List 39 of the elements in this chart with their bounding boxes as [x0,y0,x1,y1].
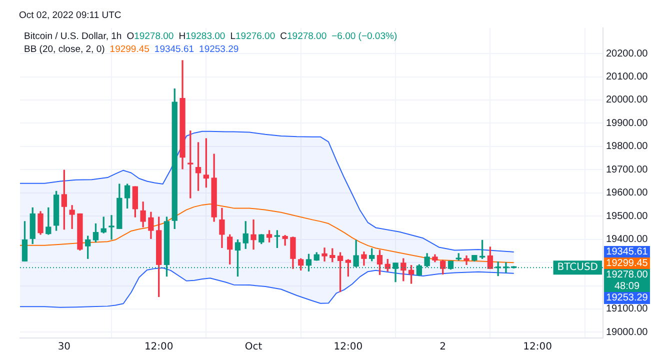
annotation: C19278.00 [280,31,327,42]
text: Oct 02, 2022 09:11 UTC [19,10,122,21]
y-tick-label: 19600.00 [606,188,648,199]
chart-title: Bitcoin / U.S. Dollar, 1h [24,31,122,42]
annotation: 19253.29 [199,44,239,55]
text: 19345.61 [606,246,648,258]
annotation: H19283.00 [178,31,226,42]
y-tick-label: 19000.00 [606,326,648,338]
annotation: L19276.00 [230,31,276,42]
y-tick-label: 19900.00 [606,118,648,129]
annotation: O19278.00 [126,31,174,42]
candlestick [108,215,114,240]
candlestick [250,219,256,250]
text: 19299.45 [606,258,648,270]
annotation: −6.00 (−0.03%) [332,31,398,42]
y-tick-label: 20100.00 [606,72,648,83]
x-tick-label: 12:00 [144,342,174,353]
annotation: 19345.61 [154,44,194,55]
y-tick-label: 19400.00 [606,234,648,246]
text: 19278.00 [606,270,648,281]
y-tick-label: 20200.00 [606,48,648,60]
text: 48:09 [614,281,640,292]
annotation: 19299.45 [110,44,150,55]
text: BB (20, close, 2, 0) [24,44,105,55]
candlestick [464,255,470,265]
y-tick-label: 19500.00 [606,210,648,222]
x-tick-label: 12:00 [523,342,552,353]
x-tick-label: 30 [58,342,71,353]
ref-line-label: BTCUSD [557,262,598,274]
y-tick-label: 19800.00 [606,141,648,152]
x-tick-label: 2 [440,342,446,353]
candlestick [69,205,75,229]
text: 19253.29 [606,292,648,304]
y-tick-label: 19700.00 [606,164,648,176]
x-tick-label: Oct [244,342,262,353]
y-tick-label: 20000.00 [606,94,648,106]
candlestick [322,248,328,262]
y-tick-label: 19100.00 [606,304,648,315]
x-tick-label: 12:00 [334,342,363,353]
